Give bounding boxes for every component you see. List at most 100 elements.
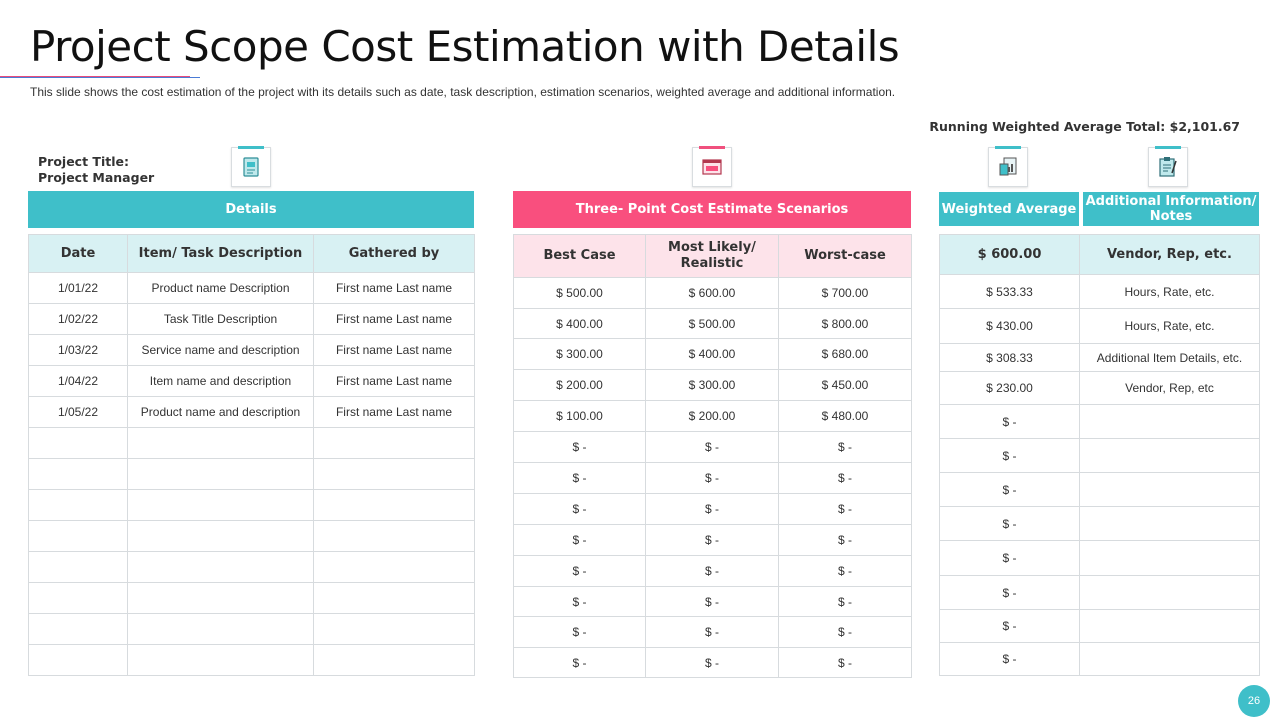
worst-case-cell: $ - <box>778 586 912 617</box>
best-case-cell: $ 100.00 <box>513 400 646 432</box>
most-likely-cell: $ - <box>645 647 779 678</box>
table-row: $ - <box>939 609 1260 643</box>
chart-document-icon <box>988 146 1028 187</box>
best-case-cell: $ 500.00 <box>513 277 646 309</box>
date-cell: 1/05/22 <box>28 396 128 428</box>
column-header-date: Date <box>28 234 128 273</box>
most-likely-cell: $ - <box>645 524 779 556</box>
page-title: Project Scope Cost Estimation with Detai… <box>30 22 900 71</box>
task-description-cell <box>127 551 314 583</box>
scenarios-section-header: Three- Point Cost Estimate Scenarios <box>513 191 911 228</box>
table-row: $ 308.33 Additional Item Details, etc. <box>939 343 1260 372</box>
gathered-by-cell: First name Last name <box>313 396 475 428</box>
most-likely-cell: $ 600.00 <box>645 277 779 309</box>
table-row: $ - <box>939 642 1260 676</box>
table-row: $ 533.33 Hours, Rate, etc. <box>939 274 1260 309</box>
date-cell <box>28 520 128 552</box>
date-cell: 1/04/22 <box>28 365 128 397</box>
notes-cell <box>1079 438 1260 473</box>
task-description-cell <box>127 427 314 459</box>
gathered-by-cell: First name Last name <box>313 365 475 397</box>
worst-case-cell: $ 480.00 <box>778 400 912 432</box>
best-case-cell: $ - <box>513 431 646 463</box>
column-header-best-case: Best Case <box>513 234 646 278</box>
weighted-average-cell: $ 230.00 <box>939 371 1080 405</box>
best-case-cell: $ - <box>513 462 646 494</box>
details-section-header: Details <box>28 191 474 228</box>
gathered-by-cell: First name Last name <box>313 303 475 335</box>
weighted-average-cell: $ 430.00 <box>939 308 1080 344</box>
table-row: $ - <box>939 540 1260 576</box>
best-case-cell: $ - <box>513 524 646 556</box>
date-cell <box>28 644 128 676</box>
most-likely-cell: $ 200.00 <box>645 400 779 432</box>
table-row <box>28 520 475 552</box>
gathered-by-cell <box>313 582 475 614</box>
worst-case-cell: $ - <box>778 524 912 556</box>
running-weighted-average-total: Running Weighted Average Total: $2,101.6… <box>929 119 1240 134</box>
column-header-task-description: Item/ Task Description <box>127 234 314 273</box>
project-meta: Project Title: Project Manager <box>38 154 154 186</box>
table-row: $ 230.00 Vendor, Rep, etc <box>939 371 1260 405</box>
task-description-cell <box>127 489 314 521</box>
worst-case-cell: $ - <box>778 555 912 587</box>
weighted-average-cell: $ - <box>939 540 1080 576</box>
notes-cell <box>1079 609 1260 643</box>
gathered-by-cell: First name Last name <box>313 272 475 304</box>
best-case-cell: $ - <box>513 616 646 648</box>
notes-cell: Hours, Rate, etc. <box>1079 308 1260 344</box>
table-row <box>28 582 475 614</box>
task-description-cell: Task Title Description <box>127 303 314 335</box>
table-row: $ - $ - $ - <box>513 586 912 617</box>
page-number-badge: 26 <box>1238 685 1270 717</box>
task-description-cell <box>127 644 314 676</box>
worst-case-cell: $ - <box>778 462 912 494</box>
weighted-average-section-header: Weighted Average <box>939 192 1079 226</box>
title-underline <box>0 76 200 78</box>
gathered-by-cell <box>313 551 475 583</box>
notes-cell <box>1079 404 1260 439</box>
table-row: $ - <box>939 506 1260 541</box>
table-row: 1/04/22 Item name and description First na… <box>28 365 475 397</box>
table-row: 1/03/22 Service name and description First… <box>28 334 475 366</box>
table-row: 1/02/22 Task Title Description First name … <box>28 303 475 335</box>
notes-cell <box>1079 472 1260 507</box>
worst-case-cell: $ 800.00 <box>778 308 912 339</box>
date-cell: 1/01/22 <box>28 272 128 304</box>
best-case-cell: $ - <box>513 555 646 587</box>
weighted-average-cell: $ - <box>939 575 1080 610</box>
date-cell <box>28 489 128 521</box>
task-description-cell: Service name and description <box>127 334 314 366</box>
worst-case-cell: $ 680.00 <box>778 338 912 370</box>
gathered-by-cell <box>313 489 475 521</box>
weighted-average-cell: $ - <box>939 609 1080 643</box>
most-likely-cell: $ 300.00 <box>645 369 779 401</box>
table-row <box>28 427 475 459</box>
date-cell <box>28 551 128 583</box>
worst-case-cell: $ 450.00 <box>778 369 912 401</box>
scenarios-table: Best Case Most Likely/ Realistic Worst-c… <box>513 234 912 678</box>
best-case-cell: $ - <box>513 586 646 617</box>
table-row <box>28 551 475 583</box>
most-likely-cell: $ - <box>645 493 779 525</box>
table-row: $ 430.00 Hours, Rate, etc. <box>939 308 1260 344</box>
task-description-cell: Product name Description <box>127 272 314 304</box>
table-row: $ - <box>939 438 1260 473</box>
weighted-average-cell: $ 533.33 <box>939 274 1080 309</box>
notes-cell <box>1079 506 1260 541</box>
table-row: $ 200.00 $ 300.00 $ 450.00 <box>513 369 912 401</box>
worst-case-cell: $ 700.00 <box>778 277 912 309</box>
gathered-by-cell <box>313 458 475 490</box>
date-cell <box>28 613 128 645</box>
most-likely-cell: $ - <box>645 616 779 648</box>
table-row: 1/05/22 Product name and description First… <box>28 396 475 428</box>
weighted-average-cell: $ - <box>939 506 1080 541</box>
most-likely-cell: $ - <box>645 586 779 617</box>
task-description-cell: Product name and description <box>127 396 314 428</box>
weighted-average-table: $ 600.00 Vendor, Rep, etc. $ 533.33 Hours… <box>939 234 1260 676</box>
best-case-cell: $ - <box>513 493 646 525</box>
gathered-by-cell <box>313 644 475 676</box>
most-likely-cell: $ 500.00 <box>645 308 779 339</box>
table-row: $ 100.00 $ 200.00 $ 480.00 <box>513 400 912 432</box>
details-table: Date Item/ Task Description Gathered by … <box>28 234 475 676</box>
